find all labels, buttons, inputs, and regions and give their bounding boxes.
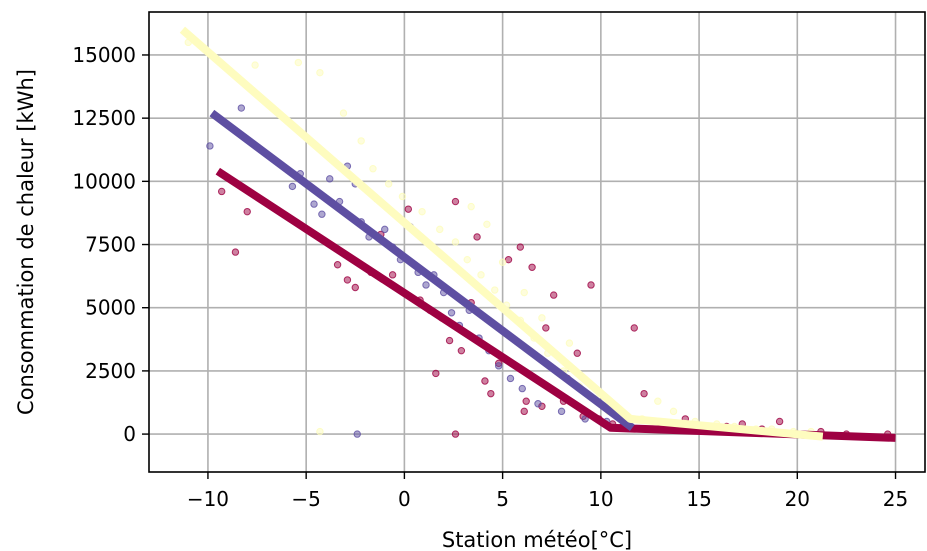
y-tick-label: 12500 [72, 106, 136, 130]
scatter-point [316, 427, 324, 436]
scatter-point [357, 137, 365, 145]
scatter-point [343, 276, 352, 284]
scatter-point [494, 362, 503, 370]
scatter-point [388, 271, 397, 279]
scatter-point [481, 377, 489, 385]
x-tick-label: 25 [883, 487, 908, 511]
scatter-point [565, 339, 574, 347]
scatter-point [451, 238, 460, 246]
x-tick-label: 0 [398, 487, 411, 511]
scatter-point [294, 58, 303, 67]
scatter-point [231, 248, 240, 256]
scatter-point [549, 291, 558, 299]
scatter-point [418, 207, 426, 216]
scatter-point [463, 255, 471, 264]
scatter-point [520, 407, 528, 416]
scatter-point [422, 281, 430, 289]
scatter-point [404, 205, 413, 213]
scatter-point [487, 389, 495, 398]
scatter-point [528, 263, 536, 271]
scatter-point [318, 210, 326, 218]
scatter-point [522, 397, 530, 405]
scatter-point [353, 430, 361, 438]
y-tick-label: 10000 [72, 169, 136, 193]
scatter-point [310, 200, 318, 208]
fit-lines [179, 26, 896, 442]
scatter-point [436, 225, 444, 234]
scatter-point [498, 258, 507, 266]
scatter-point [326, 175, 334, 183]
scatter-point [520, 288, 528, 297]
plot-frame [148, 11, 926, 473]
scatter-point [369, 165, 377, 173]
y-tick-label: 5000 [85, 296, 136, 320]
scatter-point [237, 104, 246, 112]
scatter-point [381, 225, 389, 234]
scatter-point [467, 202, 475, 211]
scatter-point [483, 220, 491, 229]
scatter-point [587, 281, 595, 289]
scatter-point [339, 109, 348, 117]
scatter-point [288, 182, 297, 191]
y-axis-label: Consommation de chaleur [kWh] [14, 69, 38, 415]
scatter-point [432, 369, 440, 378]
scatter-point [217, 187, 226, 196]
scatter-point [457, 346, 466, 355]
scatter-point [538, 314, 546, 322]
y-tick-label: 0 [123, 422, 136, 446]
x-tick-label: 20 [785, 487, 810, 511]
x-tick-label: 15 [686, 487, 711, 511]
scatter-point [534, 400, 542, 408]
x-tick-label: −10 [187, 487, 229, 511]
scatter-point [473, 233, 481, 241]
x-tick-label: 5 [496, 487, 509, 511]
x-tick-label: 10 [588, 487, 613, 511]
y-axis-ticks: 0 2500 5000 7500 10000 12500 15000 [72, 43, 149, 446]
scatter-point [518, 384, 526, 393]
scatter-point [206, 142, 214, 150]
scatter-point [447, 309, 456, 317]
fit-line [209, 109, 635, 432]
scatter-point [542, 324, 550, 332]
grid-lines [149, 12, 925, 472]
scatter-point [669, 407, 678, 416]
scatter-point [640, 389, 648, 398]
scatter-point [506, 374, 515, 383]
scatter-point [333, 261, 342, 269]
scatter-point [351, 283, 359, 292]
scatter-point [384, 180, 393, 188]
scatter-point [316, 68, 324, 77]
x-tick-label: −5 [291, 487, 320, 511]
scatter-point [398, 192, 407, 201]
scatter-point [654, 397, 662, 405]
y-tick-label: 15000 [72, 43, 136, 67]
scatter-point [557, 407, 566, 416]
scatter-point [477, 271, 485, 279]
x-axis-ticks: −10 −5 0 5 10 15 20 25 [187, 472, 908, 511]
scatter-point [775, 417, 784, 426]
scatter-point [491, 286, 499, 294]
y-tick-label: 2500 [85, 359, 136, 383]
scatter-point [451, 430, 460, 438]
fit-line [179, 26, 824, 441]
scatter-point [251, 61, 259, 69]
scatter-point [516, 243, 525, 251]
scatter-point [445, 336, 454, 345]
x-axis-label: Station météo[°C] [442, 528, 632, 551]
scatter-point [243, 207, 251, 216]
y-tick-label: 7500 [85, 233, 136, 257]
scatter-point [630, 324, 638, 332]
scatter-point [451, 197, 460, 206]
fit-line [215, 167, 896, 442]
scatter-point [573, 349, 581, 357]
